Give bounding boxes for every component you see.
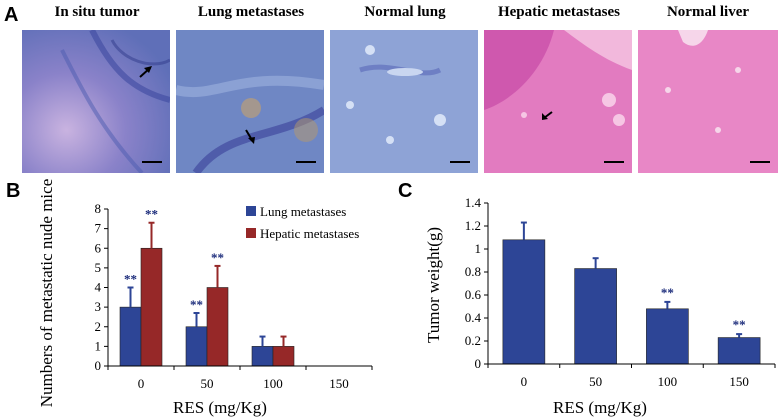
micrograph-title-normal-liver: Normal liver [666,4,750,20]
y-tick-label: 0 [95,358,102,373]
bar [574,268,617,365]
panel-label-b: B [6,180,21,202]
micrograph-normal-lung [330,30,478,173]
panel-label-c: C [398,180,413,202]
y-tick-label: 0 [475,356,482,371]
bar [502,239,546,365]
y-tick-label: 7 [95,221,102,236]
significance-marker: ** [124,272,137,287]
micrograph-in-situ-tumor [22,30,170,173]
y-tick-label: 5 [95,260,102,275]
y-tick-label: 0.4 [465,310,482,325]
micrograph-lung-metastases [176,30,324,173]
micrograph-normal-liver [638,30,778,173]
significance-marker: ** [733,317,746,332]
y-tick-label: 4 [95,280,102,295]
x-tick-label: 50 [201,376,214,391]
micrograph-title-in-situ: In situ tumor [54,4,140,20]
y-tick-label: 3 [95,299,102,314]
x-tick-label: 0 [138,376,145,391]
x-tick-label: 100 [658,374,678,389]
micrograph-title-normal-lung: Normal lung [364,4,446,20]
y-tick-label: 6 [95,240,102,255]
legend-swatch-hepatic [246,228,256,238]
y-tick-label: 8 [95,201,102,216]
y-tick-label: 1.2 [465,218,481,233]
y-tick-label: 2 [95,319,102,334]
micrograph-hepatic-metastases [484,30,632,173]
y-tick-label: 1.4 [465,195,482,210]
micrograph-title-hepatic-met: Hepatic metastases [497,4,621,20]
y-tick-label: 1 [475,241,482,256]
x-tick-label: 50 [589,374,602,389]
legend-swatch-lung [246,206,256,216]
significance-marker: ** [211,250,224,265]
x-axis-label: RES (mg/Kg) [553,398,647,417]
x-tick-label: 100 [263,376,283,391]
bar [717,337,761,365]
y-axis-label: Numbers of metastatic nude mice [37,179,56,407]
y-tick-label: 1 [95,338,102,353]
legend-label-hepatic: Hepatic metastases [260,226,359,241]
y-tick-label: 0.2 [465,333,481,348]
legend-label-lung: Lung metastases [260,204,346,219]
bar [646,308,689,365]
y-tick-label: 0.8 [465,264,481,279]
x-tick-label: 150 [329,376,349,391]
y-tick-label: 0.6 [465,287,482,302]
significance-marker: ** [661,285,674,300]
x-tick-label: 0 [521,374,528,389]
micrograph-title-lung-met: Lung metastases [197,4,305,20]
y-axis-label: Tumor weight(g) [424,227,443,343]
significance-marker: ** [190,297,203,312]
significance-marker: ** [145,207,158,222]
x-tick-label: 150 [729,374,749,389]
x-axis-label: RES (mg/Kg) [173,398,267,417]
panel-label-a: A [4,4,19,26]
chart-legend: Lung metastases Hepatic metastases [246,204,359,241]
